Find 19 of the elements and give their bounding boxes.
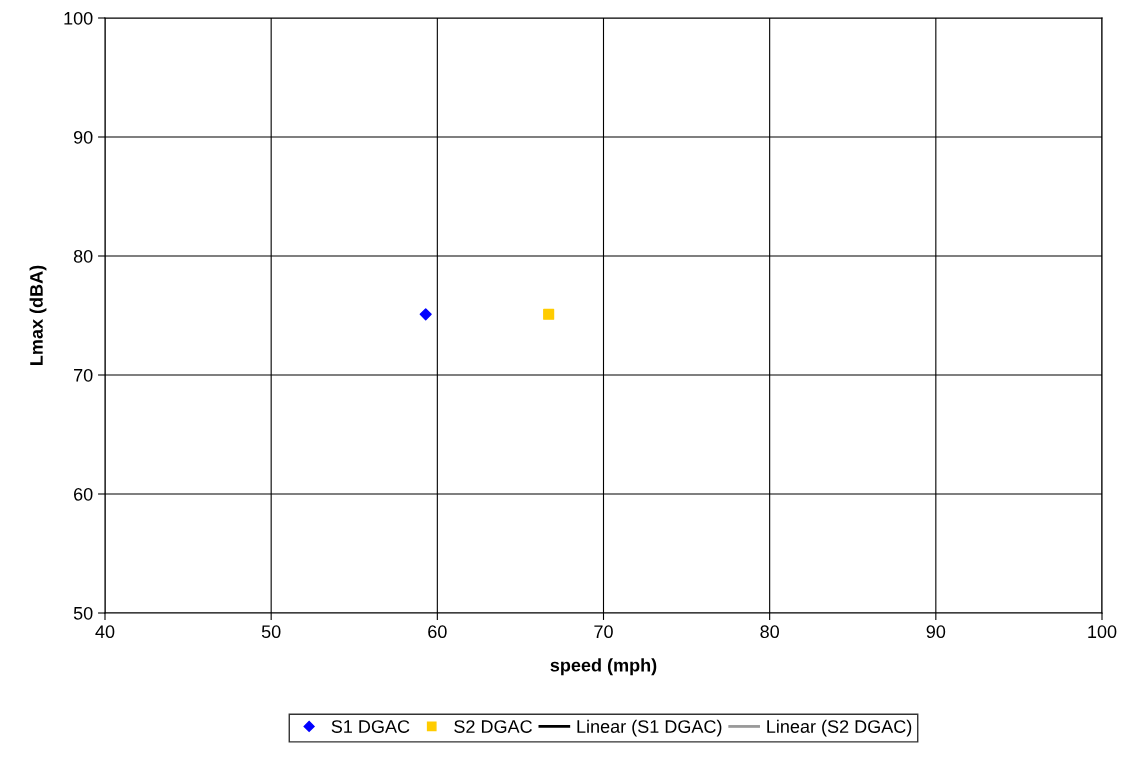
x-tick-label: 90 — [926, 625, 946, 639]
y-tick-label: 90 — [73, 130, 93, 144]
legend-label: S2 DGAC — [454, 720, 532, 733]
legend-label: S1 DGAC — [331, 720, 410, 733]
x-tick-label: 70 — [594, 625, 613, 639]
y-tick-label: 100 — [64, 11, 93, 25]
x-tick-label: 60 — [428, 625, 447, 639]
y-tick-label: 70 — [74, 368, 93, 382]
y-tick-label: 80 — [73, 249, 93, 263]
x-tick-label: 50 — [261, 625, 281, 639]
legend-label: Linear (S1 DGAC) — [577, 719, 722, 737]
y-tick-label: 50 — [73, 606, 93, 620]
x-tick-label: 40 — [95, 625, 115, 639]
x-tick-label: 80 — [760, 625, 779, 639]
y-tick-label: 60 — [74, 487, 93, 501]
x-tick-label: 100 — [1088, 625, 1117, 639]
legend-label: Linear (S2 DGAC) — [767, 719, 912, 737]
x-axis-title: speed (mph) — [550, 658, 657, 676]
y-axis-title: Lmax (dBA) — [29, 265, 47, 365]
